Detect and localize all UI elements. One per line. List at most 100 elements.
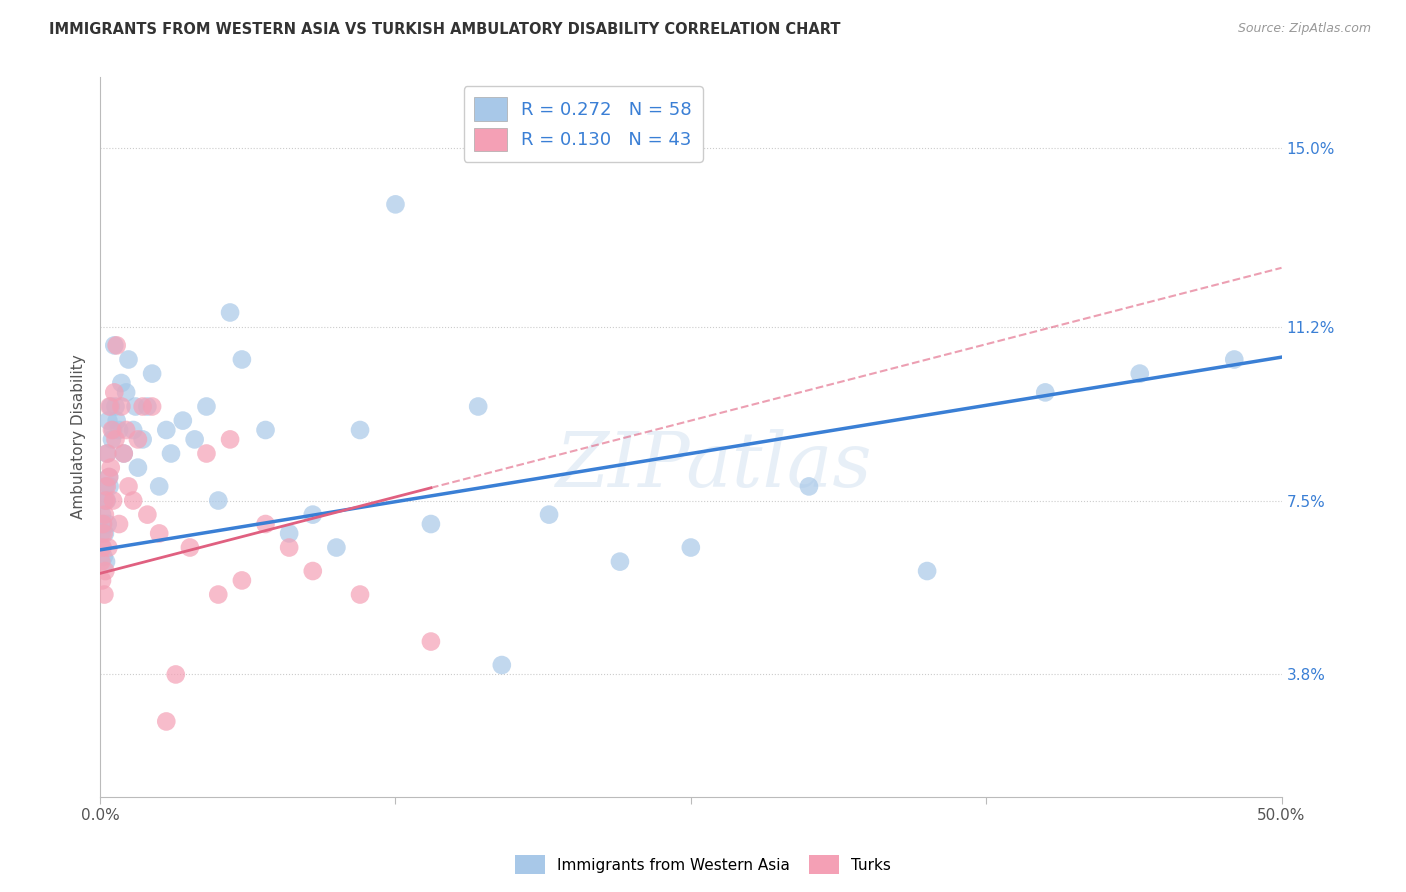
Point [219, 305, 242, 319]
Point [679, 541, 702, 555]
Point [1033, 385, 1056, 400]
Point [155, 423, 177, 437]
Legend: Immigrants from Western Asia, Turks: Immigrants from Western Asia, Turks [509, 849, 897, 880]
Point [131, 433, 153, 447]
Point [94, 479, 117, 493]
Point [97, 541, 120, 555]
Point [91, 516, 114, 531]
Point [141, 400, 163, 414]
Point [96, 479, 118, 493]
Point [148, 479, 170, 493]
Point [915, 564, 938, 578]
Point [98, 400, 121, 414]
Point [112, 446, 135, 460]
Point [103, 338, 125, 352]
Point [91, 574, 114, 588]
Point [136, 508, 159, 522]
Point [122, 423, 145, 437]
Point [136, 400, 159, 414]
Point [110, 376, 132, 390]
Point [108, 423, 131, 437]
Point [117, 352, 139, 367]
Point [98, 470, 121, 484]
Point [101, 433, 124, 447]
Point [131, 400, 153, 414]
Point [1223, 352, 1246, 367]
Point [105, 338, 128, 352]
Point [101, 493, 124, 508]
Point [94, 526, 117, 541]
Point [101, 423, 124, 437]
Point [207, 588, 229, 602]
Point [195, 446, 218, 460]
Point [254, 423, 277, 437]
Point [91, 541, 114, 555]
Point [207, 493, 229, 508]
Point [115, 423, 138, 437]
Point [105, 414, 128, 428]
Point [100, 400, 122, 414]
Point [94, 555, 117, 569]
Point [179, 541, 201, 555]
Point [797, 479, 820, 493]
Point [91, 541, 114, 555]
Point [148, 526, 170, 541]
Point [301, 508, 323, 522]
Point [325, 541, 347, 555]
Point [124, 400, 146, 414]
Point [254, 516, 277, 531]
Point [141, 367, 163, 381]
Point [195, 400, 218, 414]
Y-axis label: Ambulatory Disability: Ambulatory Disability [72, 355, 86, 519]
Point [219, 433, 242, 447]
Point [91, 516, 114, 531]
Point [160, 446, 183, 460]
Point [384, 197, 406, 211]
Point [93, 549, 115, 564]
Point [349, 423, 371, 437]
Point [98, 479, 121, 493]
Point [100, 460, 122, 475]
Point [349, 588, 371, 602]
Point [172, 414, 194, 428]
Point [94, 493, 117, 508]
Legend: R = 0.272   N = 58, R = 0.130   N = 43: R = 0.272 N = 58, R = 0.130 N = 43 [464, 87, 703, 161]
Point [101, 423, 124, 437]
Point [93, 493, 115, 508]
Point [98, 470, 121, 484]
Point [155, 714, 177, 729]
Point [91, 508, 114, 522]
Point [231, 352, 253, 367]
Point [419, 634, 441, 648]
Point [117, 479, 139, 493]
Point [96, 493, 118, 508]
Text: ZIPatlas: ZIPatlas [557, 429, 873, 503]
Point [103, 385, 125, 400]
Point [93, 588, 115, 602]
Point [94, 564, 117, 578]
Point [467, 400, 489, 414]
Point [491, 658, 513, 673]
Point [96, 446, 118, 460]
Point [122, 493, 145, 508]
Point [90, 526, 112, 541]
Point [104, 433, 127, 447]
Point [538, 508, 561, 522]
Point [112, 446, 135, 460]
Point [90, 555, 112, 569]
Point [93, 526, 115, 541]
Point [127, 433, 149, 447]
Point [94, 508, 117, 522]
Text: Source: ZipAtlas.com: Source: ZipAtlas.com [1237, 22, 1371, 36]
Point [419, 516, 441, 531]
Point [278, 526, 301, 541]
Point [110, 400, 132, 414]
Point [183, 433, 205, 447]
Point [609, 555, 631, 569]
Point [1129, 367, 1152, 381]
Point [301, 564, 323, 578]
Point [127, 460, 149, 475]
Point [97, 516, 120, 531]
Text: IMMIGRANTS FROM WESTERN ASIA VS TURKISH AMBULATORY DISABILITY CORRELATION CHART: IMMIGRANTS FROM WESTERN ASIA VS TURKISH … [49, 22, 841, 37]
Point [278, 541, 301, 555]
